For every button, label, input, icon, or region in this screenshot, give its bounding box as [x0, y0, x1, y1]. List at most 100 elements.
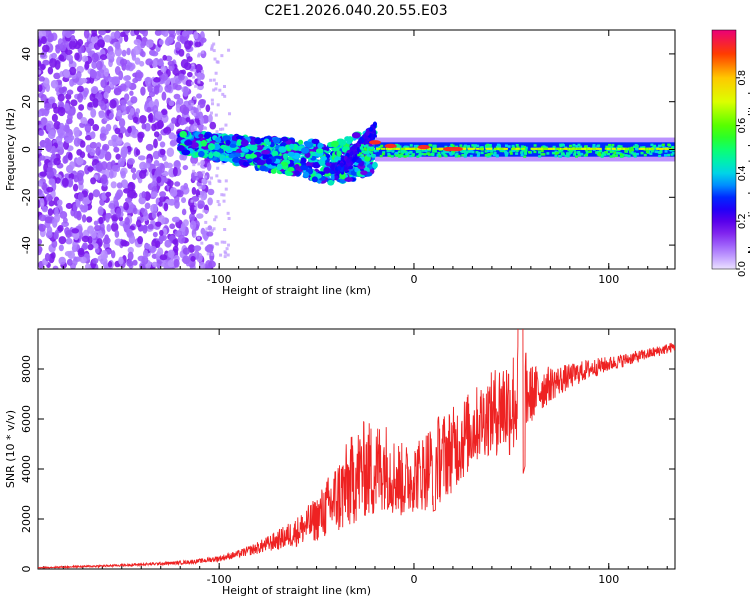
noise-cell	[84, 123, 92, 133]
peak-cell	[469, 147, 474, 150]
noise-cell	[212, 227, 216, 231]
noise-cell	[216, 103, 220, 107]
noise-cell	[127, 157, 135, 165]
noise-cell	[191, 186, 197, 195]
bottom-ytick-label: 8000	[20, 355, 33, 383]
noise-cell	[188, 213, 196, 221]
band-cell	[574, 155, 578, 158]
noise-cell	[87, 166, 94, 172]
noise-cell	[153, 203, 158, 212]
band-cell	[624, 150, 628, 153]
band-cell	[432, 145, 436, 149]
band-cell	[601, 151, 605, 155]
noise-cell	[56, 199, 63, 206]
band-cell	[552, 145, 556, 149]
band-cell	[504, 144, 508, 147]
noise-cell	[113, 87, 122, 96]
band-cell	[523, 155, 527, 158]
noise-cell	[70, 99, 78, 107]
noise-cell	[197, 107, 201, 111]
noise-cell	[47, 66, 54, 75]
noise-cell	[159, 141, 166, 148]
noise-cell	[168, 132, 176, 140]
noise-cell	[210, 98, 214, 102]
colorbar-tick-label: 0.4	[737, 165, 748, 181]
band-cell	[372, 161, 378, 169]
band-cell	[443, 150, 447, 154]
colorbar-bar	[711, 29, 737, 270]
noise-cell	[159, 163, 165, 173]
peak-cell	[544, 147, 549, 150]
band-cell	[411, 153, 415, 157]
peak-cell	[556, 147, 561, 150]
peak-cell	[536, 147, 541, 150]
band-cell	[396, 144, 400, 147]
band-cell	[361, 148, 365, 151]
band-cell	[486, 155, 490, 158]
noise-cell	[129, 107, 135, 116]
noise-cell	[190, 255, 196, 262]
noise-cell	[97, 206, 104, 216]
noise-cell	[124, 217, 130, 226]
peak-cell	[511, 147, 516, 150]
noise-cell	[59, 122, 65, 130]
band-cell	[459, 144, 463, 147]
noise-cell	[77, 192, 84, 202]
noise-cell	[58, 244, 64, 252]
colorbar-tick-label: 0.6	[737, 118, 748, 134]
noise-cell	[61, 221, 69, 228]
noise-cell	[148, 112, 154, 123]
noise-cell	[144, 202, 151, 210]
peak-cell	[369, 140, 382, 145]
band-cell	[471, 144, 475, 147]
noise-cell	[98, 111, 105, 119]
noise-cell	[174, 41, 182, 51]
band-cell	[236, 135, 243, 140]
noise-cell	[116, 109, 122, 117]
noise-cell	[107, 139, 114, 147]
noise-cell	[79, 151, 86, 159]
noise-cell	[154, 30, 162, 36]
band-cell	[619, 155, 623, 158]
band-cell	[659, 150, 663, 154]
noise-cell	[39, 171, 47, 177]
noise-cell	[197, 80, 201, 84]
noise-cell	[213, 218, 217, 222]
band-cell	[473, 146, 477, 149]
noise-cell	[50, 251, 56, 260]
band-cell	[559, 143, 563, 147]
noise-cell	[87, 243, 94, 251]
top-xtick-label: 100	[598, 273, 619, 286]
noise-cell	[77, 39, 84, 47]
noise-cell	[220, 240, 224, 244]
peak-cell	[413, 147, 418, 150]
noise-cell	[169, 187, 178, 197]
peak-cell	[439, 147, 444, 150]
band-cell	[671, 145, 675, 149]
noise-cell	[157, 119, 164, 130]
noise-cell	[103, 34, 112, 43]
noise-cell	[100, 79, 107, 89]
top-ytick-label: 20	[20, 95, 33, 109]
band-cell	[560, 149, 564, 152]
noise-cell	[54, 213, 61, 223]
band-cell	[395, 151, 399, 155]
noise-cell	[64, 102, 70, 112]
noise-cell	[214, 87, 218, 91]
peak-cell	[659, 147, 664, 150]
band-cell	[451, 144, 455, 148]
band-cell	[561, 152, 565, 155]
band-cell	[613, 151, 617, 155]
noise-cell	[102, 143, 110, 151]
colorbar-label: Normalized spectral amplitude	[746, 85, 750, 254]
noise-cell	[186, 30, 194, 35]
noise-cell	[182, 164, 189, 171]
noise-cell	[147, 223, 154, 230]
band-cell	[635, 147, 639, 151]
band-cell	[493, 151, 497, 155]
band-cell	[415, 144, 419, 148]
noise-cell	[206, 162, 212, 171]
band-cell	[405, 154, 409, 158]
noise-cell	[219, 253, 223, 257]
noise-cell	[81, 55, 89, 63]
